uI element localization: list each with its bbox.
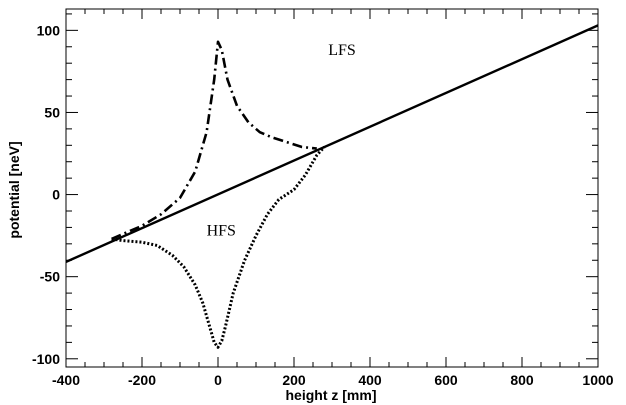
y-axis-title: potential [neV] [6, 141, 22, 238]
series-line-solid [65, 24, 599, 263]
x-tick-label: -400 [52, 372, 80, 388]
x-tick-label: -200 [128, 372, 156, 388]
series-line-dashdot [111, 40, 317, 241]
y-tick-label: -50 [40, 269, 60, 285]
x-axis-title: height z [mm] [286, 387, 377, 403]
x-tick-label: 0 [214, 372, 222, 388]
annotation-hfs: HFS [207, 223, 236, 240]
x-tick-label: 800 [510, 372, 534, 388]
plot-frame [65, 8, 599, 368]
y-tick-label: 50 [44, 104, 60, 120]
annotation-lfs: LFS [328, 42, 356, 59]
x-tick-label: 200 [282, 372, 306, 388]
x-tick-label: 600 [434, 372, 458, 388]
x-tick-label: 400 [358, 372, 382, 388]
x-tick-label: 1000 [582, 372, 613, 388]
series-line-dotted [111, 145, 326, 349]
y-tick-label: 0 [52, 187, 60, 203]
y-tick-label: -100 [32, 351, 60, 367]
y-tick-label: 100 [37, 22, 61, 38]
